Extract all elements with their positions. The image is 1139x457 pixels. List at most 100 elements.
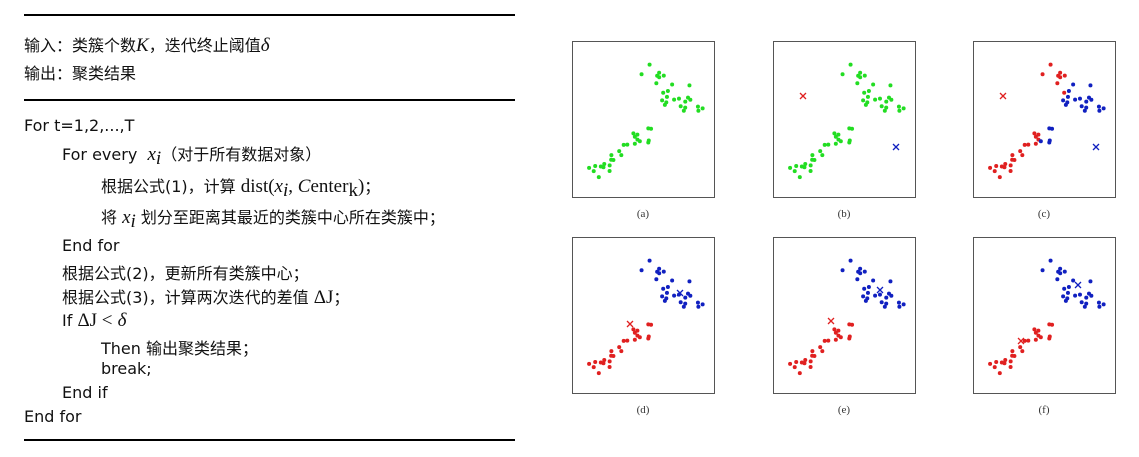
point	[861, 98, 866, 103]
point	[696, 108, 701, 113]
point	[822, 142, 827, 147]
point	[1097, 108, 1102, 113]
point	[1003, 162, 1008, 167]
point	[1008, 168, 1013, 173]
point	[1008, 364, 1013, 369]
point	[607, 359, 612, 364]
centroid	[1074, 281, 1082, 289]
point	[587, 165, 592, 170]
point	[901, 302, 906, 307]
point	[607, 364, 612, 369]
math: x	[147, 144, 156, 165]
point	[1062, 90, 1067, 95]
caption: (e)	[838, 404, 851, 416]
point	[858, 70, 863, 75]
point	[607, 163, 612, 168]
input-line: 输入：类簇个数K，迭代终止阈值δ	[24, 32, 270, 57]
point	[855, 277, 860, 282]
point	[664, 296, 669, 301]
caption: (c)	[1038, 208, 1051, 220]
point	[1062, 73, 1067, 78]
point	[792, 169, 797, 174]
point	[596, 175, 601, 180]
point	[847, 140, 852, 145]
rule	[24, 14, 515, 16]
math: i	[130, 211, 136, 233]
point	[808, 168, 813, 173]
point	[1038, 139, 1043, 144]
point	[1032, 131, 1037, 136]
point	[654, 277, 659, 282]
point	[794, 164, 799, 169]
math: )	[357, 176, 365, 197]
point	[639, 72, 644, 77]
point	[1008, 359, 1013, 364]
point	[826, 142, 831, 147]
point	[681, 304, 686, 309]
text: 根据公式(1)，计算	[101, 177, 241, 196]
point	[1061, 98, 1066, 103]
point	[695, 300, 700, 305]
point	[1020, 153, 1025, 158]
point	[1084, 105, 1089, 110]
point	[1026, 142, 1031, 147]
point	[1047, 336, 1052, 341]
point	[833, 337, 838, 342]
point	[646, 140, 651, 145]
point	[661, 90, 666, 95]
math: dist(	[240, 176, 275, 197]
point	[901, 106, 906, 111]
text: If	[62, 311, 78, 330]
point	[897, 304, 902, 309]
centroid	[1017, 337, 1025, 345]
math: δ	[117, 310, 127, 331]
text: 根据公式(3)，计算两次迭代的差值	[62, 288, 314, 307]
point	[992, 365, 997, 370]
point	[611, 157, 616, 162]
math: K	[136, 35, 149, 56]
point	[647, 258, 652, 263]
point	[1026, 338, 1031, 343]
point	[1084, 295, 1089, 300]
point	[873, 97, 878, 102]
point	[1036, 328, 1041, 333]
point	[1065, 290, 1070, 295]
point	[598, 164, 603, 169]
point	[879, 300, 884, 305]
centroid	[876, 286, 884, 294]
point	[1082, 108, 1087, 113]
point	[1033, 337, 1038, 342]
point	[994, 164, 999, 169]
point	[1084, 301, 1089, 306]
point	[822, 338, 827, 343]
centroid	[676, 289, 684, 297]
code-line: 根据公式(3)，计算两次迭代的差值 ΔJ；	[62, 284, 349, 309]
point	[1089, 97, 1094, 102]
point	[664, 94, 669, 99]
point	[858, 266, 863, 271]
point	[832, 131, 837, 136]
point	[1022, 338, 1027, 343]
point	[602, 162, 607, 167]
point	[879, 104, 884, 109]
point	[812, 353, 817, 358]
code-line: 根据公式(2)，更新所有类簇中心；	[62, 260, 309, 284]
point	[683, 301, 688, 306]
point	[609, 349, 614, 354]
point	[832, 327, 837, 332]
point	[657, 266, 662, 271]
point	[1089, 293, 1094, 298]
point	[1020, 349, 1025, 354]
point	[862, 286, 867, 291]
rule	[24, 439, 515, 441]
point	[884, 99, 889, 104]
point	[1073, 293, 1078, 298]
code-line: 将 xi 划分至距离其最近的类簇中心所在类簇中；	[101, 204, 445, 233]
point	[683, 105, 688, 110]
point	[882, 108, 887, 113]
point	[660, 294, 665, 299]
math: ,	[288, 176, 298, 197]
point	[681, 108, 686, 113]
point	[593, 164, 598, 169]
text: End if	[62, 383, 108, 402]
